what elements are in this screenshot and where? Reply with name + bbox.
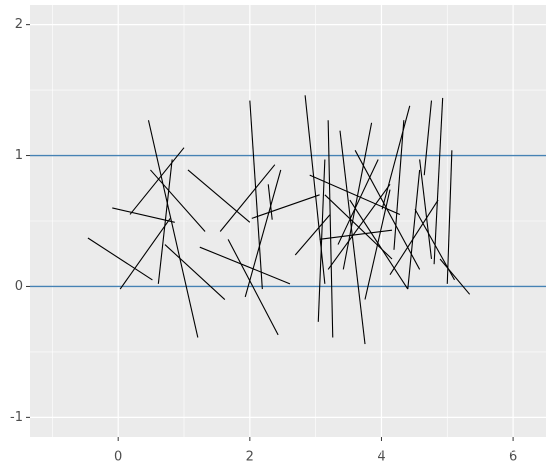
needle [147, 120, 199, 338]
needle [414, 208, 455, 281]
needle [164, 244, 226, 300]
watermark: https://blog.csdn.net/qq_19600291 [329, 443, 540, 457]
needle [433, 97, 444, 265]
x-tick-label: 6 [509, 450, 517, 465]
needle [119, 218, 171, 290]
needle [87, 237, 153, 281]
needle [251, 194, 320, 219]
needle [423, 100, 433, 176]
y-tick-label: 0 [15, 279, 23, 294]
x-tick-label: 0 [114, 450, 122, 465]
needle [364, 189, 391, 300]
needle [129, 147, 185, 215]
needle [439, 258, 471, 295]
x-tick-label: 4 [377, 450, 385, 465]
needle [354, 150, 421, 270]
y-tick-label: 2 [15, 17, 23, 32]
needle [187, 169, 251, 223]
needle [327, 120, 334, 338]
needle [309, 174, 401, 215]
x-tick-label: 2 [246, 450, 254, 465]
y-tick-label: -1 [10, 410, 23, 425]
needle [317, 159, 326, 322]
needle [342, 122, 373, 270]
needle [244, 169, 282, 298]
needle [157, 159, 173, 284]
needle [227, 239, 279, 336]
needle [407, 169, 421, 290]
needle [267, 184, 273, 220]
needle [294, 214, 331, 256]
needle [349, 199, 409, 290]
needle [381, 105, 411, 210]
needle [337, 159, 379, 245]
needle [112, 207, 175, 223]
needle [199, 246, 291, 285]
needle [446, 150, 453, 284]
needle [389, 199, 439, 275]
needle [249, 100, 263, 290]
needle [324, 194, 393, 260]
needle [339, 130, 366, 345]
needle [150, 169, 206, 232]
needle [219, 164, 276, 232]
needle [393, 120, 405, 250]
needle [419, 159, 433, 260]
y-tick-label: 1 [15, 148, 23, 163]
